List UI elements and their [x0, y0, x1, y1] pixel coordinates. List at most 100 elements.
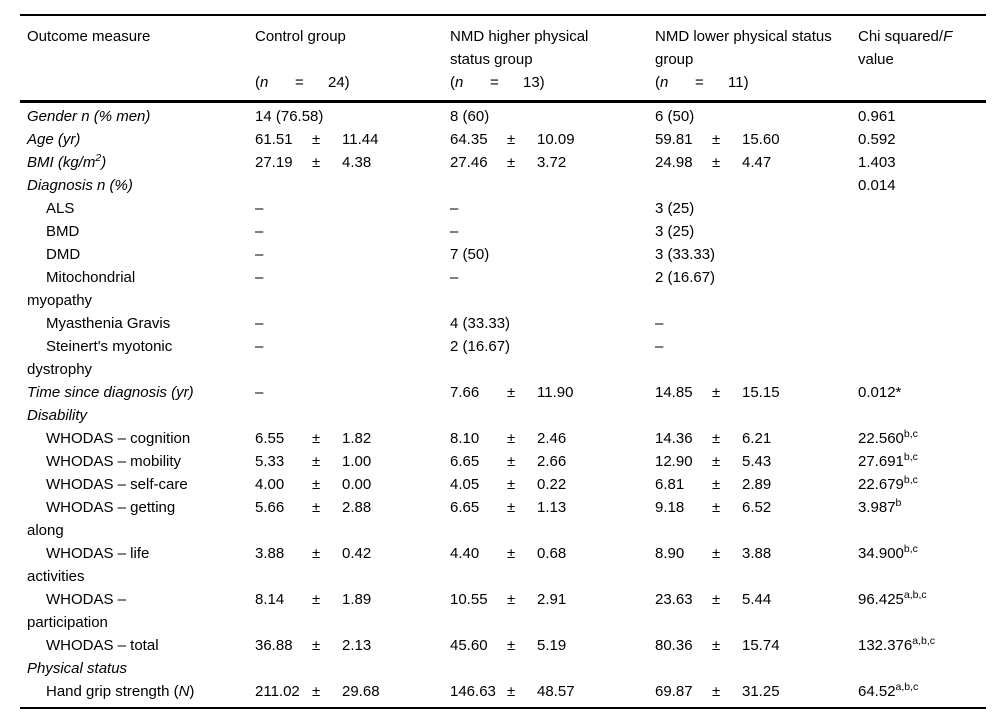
cell-higher: 6.65 ±2.66 [450, 450, 655, 473]
chi-superscript: a,b,c [895, 681, 919, 693]
group-name: NMD lower physical status group [655, 28, 832, 68]
row-label-text: WHODAS – self-care [46, 476, 188, 493]
mean-value: 10.55 [450, 591, 488, 608]
chi-header-label: Chi squared/F value [858, 28, 953, 68]
cell-higher: 64.35 ±10.09 [450, 128, 655, 151]
cell-value: 3 (33.33) [655, 246, 716, 263]
cell-value: – [450, 223, 459, 240]
col-header-outcome: Outcome measure [20, 25, 255, 94]
plus-minus-symbol: ± [312, 131, 321, 148]
plus-minus-symbol: ± [507, 453, 516, 470]
table-row: Disability [20, 404, 986, 427]
row-label-text: Gender n (% men) [27, 108, 151, 125]
row-label-text: Steinert's myotonic dystrophy [27, 338, 173, 378]
table-header: Outcome measure Control group (n = 24) NMD… [20, 14, 986, 103]
cell-lower: 3 (25) [655, 197, 858, 220]
table-row: WHODAS – getting along 5.66 ±2.88 6.65 ±1.… [20, 496, 986, 542]
table-row: Time since diagnosis (yr) – 7.66 ±11.90 1… [20, 381, 986, 404]
cell-higher: 4.05 ±0.22 [450, 473, 655, 496]
row-label: Disability [20, 404, 255, 427]
sd-value: 0.22 [537, 476, 567, 493]
plus-minus-symbol: ± [312, 637, 321, 654]
sd-value: 6.21 [742, 430, 772, 447]
cell-chi: 64.52a,b,c [858, 680, 986, 703]
chi-value: 0.014 [858, 177, 896, 194]
sd-value: 29.68 [342, 683, 380, 700]
chi-superscript: b,c [903, 474, 918, 486]
cell-lower: 24.98 ±4.47 [655, 151, 858, 174]
row-label-text: Time since diagnosis (yr) [27, 384, 194, 401]
cell-higher: 8 (60) [450, 105, 655, 128]
cell-control: 8.14 ±1.89 [255, 588, 450, 611]
cell-lower: 14.36 ±6.21 [655, 427, 858, 450]
table-row: Myasthenia Gravis – 4 (33.33) – [20, 312, 986, 335]
plus-minus-symbol: ± [507, 430, 516, 447]
mean-value: 6.55 [255, 430, 285, 447]
sd-value: 2.88 [342, 499, 372, 516]
cell-value: – [655, 315, 664, 332]
n-value: 13) [523, 74, 545, 91]
cell-control: 61.51 ±11.44 [255, 128, 450, 151]
row-label-text: 2 [95, 152, 102, 164]
chi-value: 0.012* [858, 384, 902, 401]
col-header-chi: Chi squared/F value [858, 25, 986, 94]
sd-value: 5.43 [742, 453, 772, 470]
chi-superscript: b [895, 497, 902, 509]
chi-superscript: a,b,c [903, 589, 927, 601]
row-label: Age (yr) [20, 128, 255, 151]
cell-chi: 96.425a,b,c [858, 588, 986, 611]
group-n-count: (n = 24) [255, 71, 450, 94]
row-label: WHODAS – total [20, 634, 255, 657]
cell-higher: 146.63 ±48.57 [450, 680, 655, 703]
group-n-count: (n = 13) [450, 71, 655, 94]
row-label-text: ) [101, 154, 107, 171]
chi-superscript: b,c [903, 451, 918, 463]
cell-control [255, 404, 450, 427]
row-label: Time since diagnosis (yr) [20, 381, 255, 404]
mean-value: 14.36 [655, 430, 693, 447]
row-label-text: WHODAS – total [46, 637, 159, 654]
mean-value: 4.40 [450, 545, 480, 562]
sd-value: 15.15 [742, 384, 780, 401]
cell-control: – [255, 381, 450, 404]
row-label-text: WHODAS – cognition [46, 430, 191, 447]
group-name: NMD higher physical status group [450, 28, 589, 68]
cell-control: – [255, 312, 450, 335]
table-row: WHODAS – life activities 3.88 ±0.42 4.40 ±… [20, 542, 986, 588]
cell-chi: 132.376a,b,c [858, 634, 986, 657]
col-header-outcome-label: Outcome measure [27, 28, 151, 45]
row-label: Steinert's myotonic dystrophy [20, 335, 255, 381]
cell-value: 14 (76.58) [255, 108, 324, 125]
table-row: BMD – – 3 (25) [20, 220, 986, 243]
mean-value: 14.85 [655, 384, 693, 401]
plus-minus-symbol: ± [712, 430, 721, 447]
table-row: DMD – 7 (50) 3 (33.33) [20, 243, 986, 266]
plus-minus-symbol: ± [712, 476, 721, 493]
cell-value: 8 (60) [450, 108, 490, 125]
mean-value: 59.81 [655, 131, 693, 148]
cell-value: 7 (50) [450, 246, 490, 263]
row-label-text: WHODAS – participation [27, 591, 127, 631]
sd-value: 5.19 [537, 637, 567, 654]
n-value: 24) [328, 74, 350, 91]
plus-minus-symbol: ± [507, 683, 516, 700]
plus-minus-symbol: ± [712, 154, 721, 171]
row-label-text: BMD [46, 223, 80, 240]
cell-value: 3 (25) [655, 200, 695, 217]
chi-value: 22.679 [858, 476, 904, 493]
row-label: Hand grip strength (N) [20, 680, 255, 703]
cell-lower: – [655, 312, 858, 335]
table-row: Steinert's myotonic dystrophy – 2 (16.67… [20, 335, 986, 381]
mean-value: 6.65 [450, 453, 480, 470]
row-label-text: ) [189, 683, 195, 700]
cell-chi: 0.012* [858, 381, 986, 404]
cell-control: 6.55 ±1.82 [255, 427, 450, 450]
mean-value: 6.65 [450, 499, 480, 516]
chi-value: 1.403 [858, 154, 896, 171]
plus-minus-symbol: ± [712, 453, 721, 470]
sd-value: 0.68 [537, 545, 567, 562]
mean-value: 36.88 [255, 637, 293, 654]
cell-chi [858, 220, 986, 243]
sd-value: 11.90 [537, 384, 574, 401]
row-label-text: Age (yr) [27, 131, 81, 148]
